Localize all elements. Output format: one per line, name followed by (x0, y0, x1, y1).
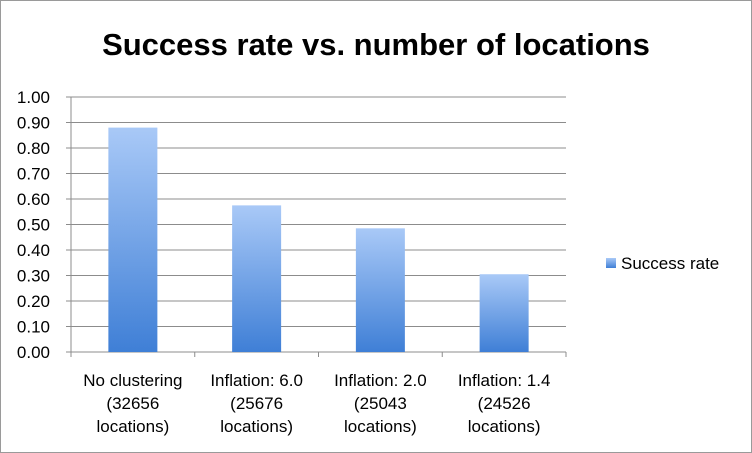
y-tick-label: 0.80 (17, 139, 50, 158)
y-tick-label: 0.60 (17, 190, 50, 209)
bar (108, 127, 158, 352)
x-category-label: Inflation: 2.0 (25043 locations) (334, 371, 427, 436)
y-tick-label: 0.70 (17, 165, 50, 184)
y-tick-label: 0.20 (17, 292, 50, 311)
chart-title: Success rate vs. number of locations (102, 27, 650, 62)
y-tick-label: 1.00 (17, 88, 50, 107)
y-tick-label: 0.30 (17, 267, 50, 286)
legend-label: Success rate (621, 254, 719, 273)
y-tick-label: 0.50 (17, 216, 50, 235)
x-category-label: Inflation: 6.0 (25676 locations) (210, 371, 303, 436)
y-tick-label: 0.10 (17, 318, 50, 337)
y-tick-label: 0.00 (17, 343, 50, 362)
x-category-label: No clustering (32656 locations) (83, 371, 182, 436)
bar (355, 228, 405, 352)
legend-swatch (606, 258, 616, 268)
y-tick-label: 0.90 (17, 114, 50, 133)
bar (232, 205, 282, 352)
bar (479, 274, 529, 352)
y-tick-label: 0.40 (17, 241, 50, 260)
x-category-label: Inflation: 1.4 (24526 locations) (458, 371, 551, 436)
